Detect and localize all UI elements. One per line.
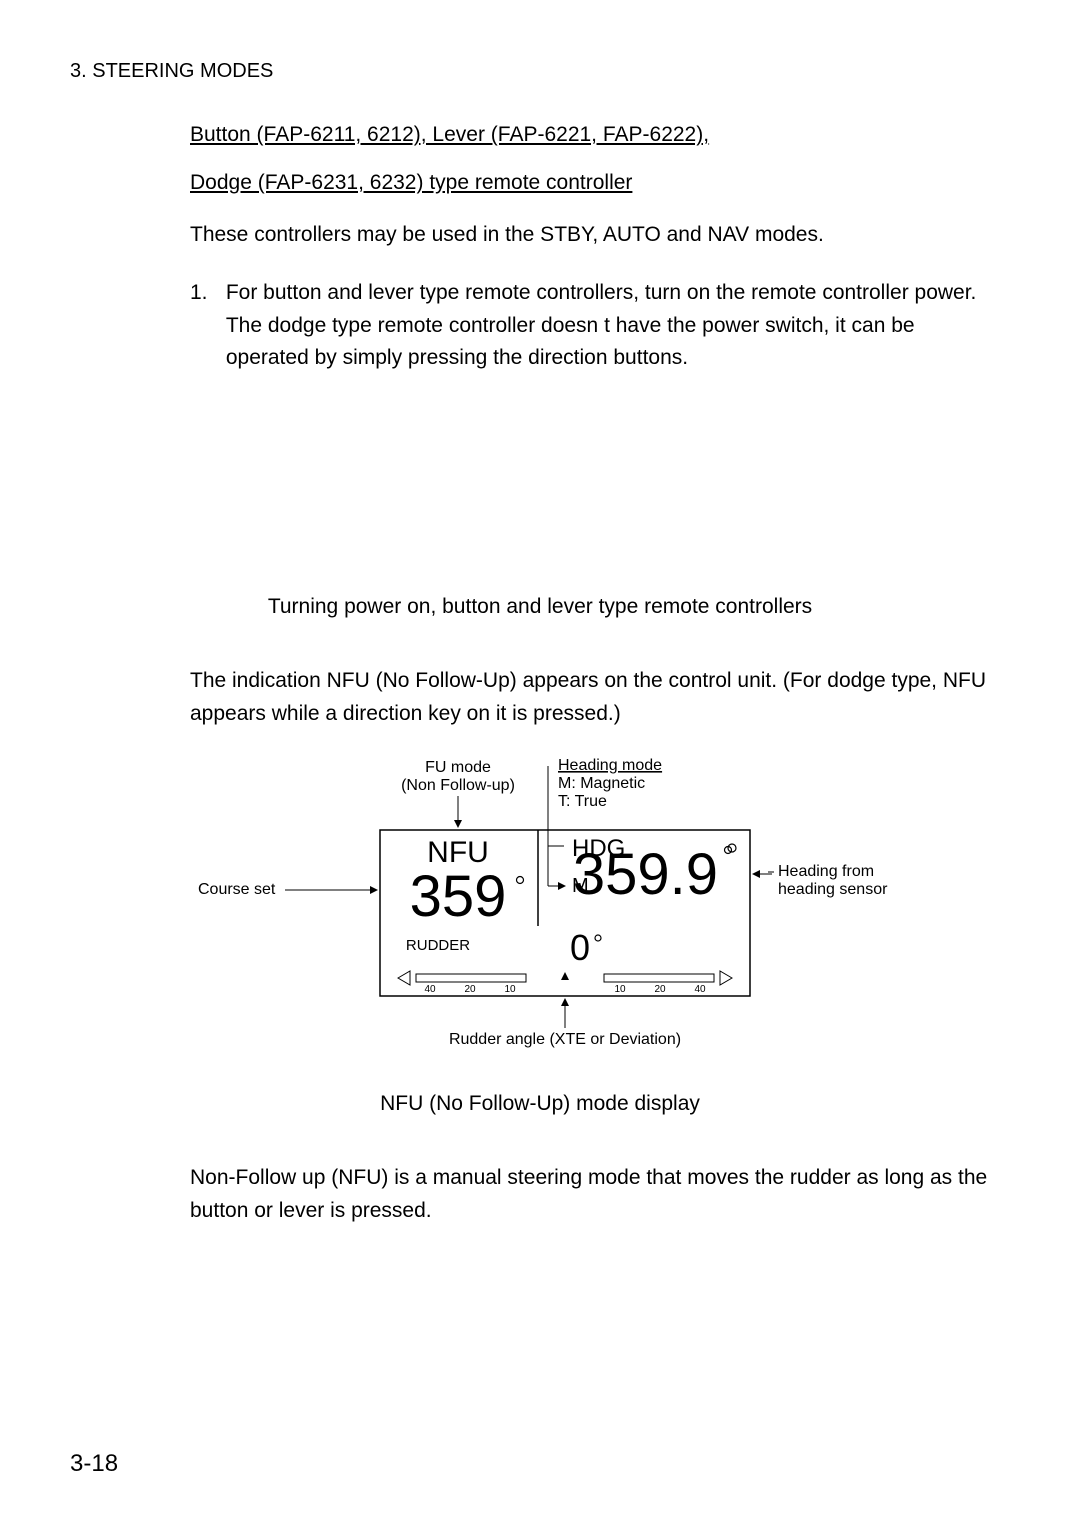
display-figure: NFU359HDGM359.9RUDDER0402010102040FU mod… xyxy=(70,756,1010,1086)
step-content: For button and lever type remote control… xyxy=(226,277,996,375)
svg-text:Course set: Course set xyxy=(198,881,276,898)
subtitle-line-2: Dodge (FAP-6231, 6232) type remote contr… xyxy=(190,163,1010,203)
svg-text:Heading mode: Heading mode xyxy=(558,757,662,774)
step-1: 1. For button and lever type remote cont… xyxy=(190,277,1000,375)
svg-text:Heading from: Heading from xyxy=(778,863,874,880)
svg-text:20: 20 xyxy=(654,984,666,995)
figure-1-caption: Turning power on, button and lever type … xyxy=(70,595,1010,619)
svg-text:heading sensor: heading sensor xyxy=(778,881,888,898)
step-para-1: For button and lever type remote control… xyxy=(226,281,977,304)
svg-text:(Non Follow-up): (Non Follow-up) xyxy=(401,777,515,794)
svg-text:359.9: 359.9 xyxy=(573,842,718,907)
svg-text:0: 0 xyxy=(570,927,590,968)
svg-text:10: 10 xyxy=(504,984,516,995)
svg-text:FU mode: FU mode xyxy=(425,759,491,776)
step-para-2: The dodge type remote controller doesn t… xyxy=(226,314,915,370)
intro-paragraph: These controllers may be used in the STB… xyxy=(190,219,1000,252)
svg-text:RUDDER: RUDDER xyxy=(406,937,470,954)
svg-text:10: 10 xyxy=(614,984,626,995)
subtitle-line-1: Button (FAP-6211, 6212), Lever (FAP-6221… xyxy=(190,115,1010,155)
step-number: 1. xyxy=(190,277,220,310)
section-header: 3. STEERING MODES xyxy=(70,60,1010,83)
svg-text:20: 20 xyxy=(464,984,476,995)
svg-text:40: 40 xyxy=(694,984,706,995)
svg-text:Rudder angle (XTE or Deviation: Rudder angle (XTE or Deviation) xyxy=(449,1031,681,1048)
svg-text:40: 40 xyxy=(424,984,436,995)
svg-text:M: Magnetic: M: Magnetic xyxy=(558,775,645,792)
document-page: 3. STEERING MODES Button (FAP-6211, 6212… xyxy=(0,0,1080,1528)
figure-2-caption: NFU (No Follow-Up) mode display xyxy=(70,1092,1010,1116)
nfu-display-diagram: NFU359HDGM359.9RUDDER0402010102040FU mod… xyxy=(170,756,910,1086)
svg-text:359: 359 xyxy=(410,864,507,929)
indication-paragraph: The indication NFU (No Follow-Up) appear… xyxy=(190,665,1000,730)
page-number: 3-18 xyxy=(70,1450,118,1478)
svg-text:T: True: T: True xyxy=(558,793,607,810)
closing-paragraph: Non-Follow up (NFU) is a manual steering… xyxy=(190,1162,1000,1227)
